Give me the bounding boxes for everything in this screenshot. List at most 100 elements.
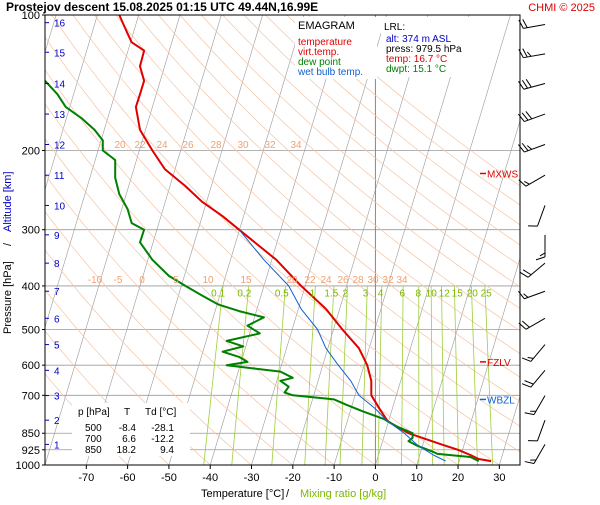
- x-tick-label: -70: [78, 472, 94, 484]
- chart-title: Prostejov descent 15.08.2025 01:15 UTC 4…: [6, 0, 318, 14]
- altitude-tick-label: 7: [54, 287, 60, 298]
- y-tick-label: 700: [22, 390, 40, 402]
- x-axis-label-secondary: Mixing ratio [g/kg]: [300, 488, 386, 500]
- altitude-tick-label: 1: [54, 440, 60, 451]
- y-tick-label: 200: [22, 145, 40, 157]
- table-cell: 9.4: [160, 445, 174, 456]
- dry-adiabat-label: 0: [139, 275, 145, 286]
- legend-wet-bulb: wet bulb temp.: [297, 67, 363, 78]
- dry-adiabat-label: 34: [396, 275, 408, 286]
- y-tick-label: 300: [22, 225, 40, 237]
- lrl-box: LRL: alt: 374 m ASL press: 979.5 hPa tem…: [381, 17, 471, 77]
- y-tick-label: 1000: [16, 460, 40, 472]
- x-tick-label: 10: [411, 472, 423, 484]
- altitude-tick-label: 12: [54, 141, 66, 152]
- dry-adiabat-label: 28: [210, 140, 222, 151]
- x-tick-label: -20: [285, 472, 301, 484]
- table-cell: -8.4: [119, 423, 137, 434]
- dry-adiabat-label: 20: [286, 275, 298, 286]
- dry-adiabat-label: 20: [114, 140, 126, 151]
- mixing-ratio-label: 8: [415, 289, 421, 300]
- legend-box: EMAGRAM temperature virt.temp. dew point…: [295, 17, 377, 79]
- x-tick-label: -10: [326, 472, 342, 484]
- altitude-tick-label: 14: [54, 80, 66, 91]
- table-cell: 6.6: [122, 434, 136, 445]
- dry-adiabat-label: 26: [337, 275, 349, 286]
- dry-adiabat-label: 22: [134, 140, 146, 151]
- legend-heading: EMAGRAM: [298, 20, 355, 32]
- x-tick-label: 20: [452, 472, 464, 484]
- mixing-ratio-label: 0.2: [237, 289, 251, 300]
- dry-adiabat-label: 26: [182, 140, 194, 151]
- altitude-tick-label: 11: [54, 171, 65, 182]
- altitude-tick-label: 16: [54, 19, 66, 30]
- table-cell: 18.2: [117, 445, 137, 456]
- mixing-ratio-label: 20: [467, 289, 479, 300]
- dry-adiabat-label: 32: [264, 140, 276, 151]
- mixing-ratio-label: 2: [342, 289, 348, 300]
- mixing-ratio-label: 3: [363, 289, 369, 300]
- altitude-tick-label: 4: [54, 366, 60, 377]
- y-tick-label: 925: [22, 445, 40, 457]
- dry-adiabat-label: 22: [304, 275, 316, 286]
- mixing-ratio-label: 6: [399, 289, 405, 300]
- dry-adiabat-label: 5: [173, 275, 179, 286]
- dry-adiabat-label: 24: [156, 140, 168, 151]
- x-axis-label: Temperature [°C]: [201, 488, 284, 500]
- dry-adiabat-label: 10: [202, 275, 214, 286]
- level-marker-label: WBZL: [487, 395, 515, 406]
- dry-adiabat-label: 32: [382, 275, 394, 286]
- lrl-heading: LRL:: [384, 22, 405, 33]
- table-cell: -12.2: [151, 434, 174, 445]
- altitude-tick-label: 5: [54, 341, 60, 352]
- x-tick-label: -50: [161, 472, 177, 484]
- y-axis-label-secondary: Altitude [km]: [2, 171, 14, 232]
- dry-adiabat-label: 15: [240, 275, 252, 286]
- dry-adiabat-label: -5: [114, 275, 123, 286]
- altitude-tick-label: 3: [54, 392, 60, 403]
- mixing-ratio-label: 15: [452, 289, 464, 300]
- x-tick-label: -30: [244, 472, 260, 484]
- level-marker-label: FZLV: [487, 358, 511, 369]
- table-cell: 700: [85, 434, 102, 445]
- table-header-td: Td [°C]: [145, 407, 176, 418]
- mixing-ratio-label: 0.1: [211, 289, 225, 300]
- y-tick-label: 850: [22, 428, 40, 440]
- mixing-ratio-label: 1.5: [324, 289, 338, 300]
- altitude-tick-label: 15: [54, 48, 66, 59]
- dry-adiabat-label: 24: [320, 275, 332, 286]
- x-tick-label: 0: [372, 472, 378, 484]
- dry-adiabat-label: 30: [367, 275, 379, 286]
- altitude-tick-label: 10: [54, 201, 66, 212]
- y-tick-label: 600: [22, 360, 40, 372]
- mixing-ratio-label: 12: [439, 289, 451, 300]
- table-header-p: p [hPa]: [78, 407, 110, 418]
- altitude-tick-label: 13: [54, 110, 66, 121]
- y-tick-label: 100: [22, 10, 40, 22]
- lrl-dwpt: dwpt: 15.1 °C: [386, 64, 446, 75]
- table-cell: -28.1: [151, 423, 174, 434]
- x-tick-label: -60: [120, 472, 136, 484]
- table-cell: 500: [85, 423, 102, 434]
- altitude-tick-label: 6: [54, 314, 60, 325]
- x-tick-label: -40: [202, 472, 218, 484]
- level-marker-label: MXWS: [487, 169, 518, 180]
- dry-adiabat-label: -10: [88, 275, 103, 286]
- dry-adiabat-label: 34: [290, 140, 302, 151]
- y-tick-label: 500: [22, 325, 40, 337]
- mixing-ratio-label: 4: [378, 289, 384, 300]
- levels-table: p [hPa] T Td [°C] 500 -8.4 -28.1 700 6.6…: [72, 403, 190, 456]
- table-cell: 850: [85, 445, 102, 456]
- dry-adiabat-label: 28: [352, 275, 364, 286]
- mixing-ratio-label: 0.5: [275, 289, 289, 300]
- mixing-ratio-label: 1: [310, 289, 316, 300]
- table-header-t: T: [124, 407, 130, 418]
- y-tick-label: 400: [22, 281, 40, 293]
- altitude-tick-label: 8: [54, 259, 60, 270]
- dry-adiabat-label: 30: [237, 140, 249, 151]
- altitude-tick-label: 2: [54, 416, 60, 427]
- x-tick-label: 30: [493, 472, 505, 484]
- altitude-tick-label: 9: [54, 231, 60, 242]
- y-axis-label: Pressure [hPa]: [2, 261, 14, 334]
